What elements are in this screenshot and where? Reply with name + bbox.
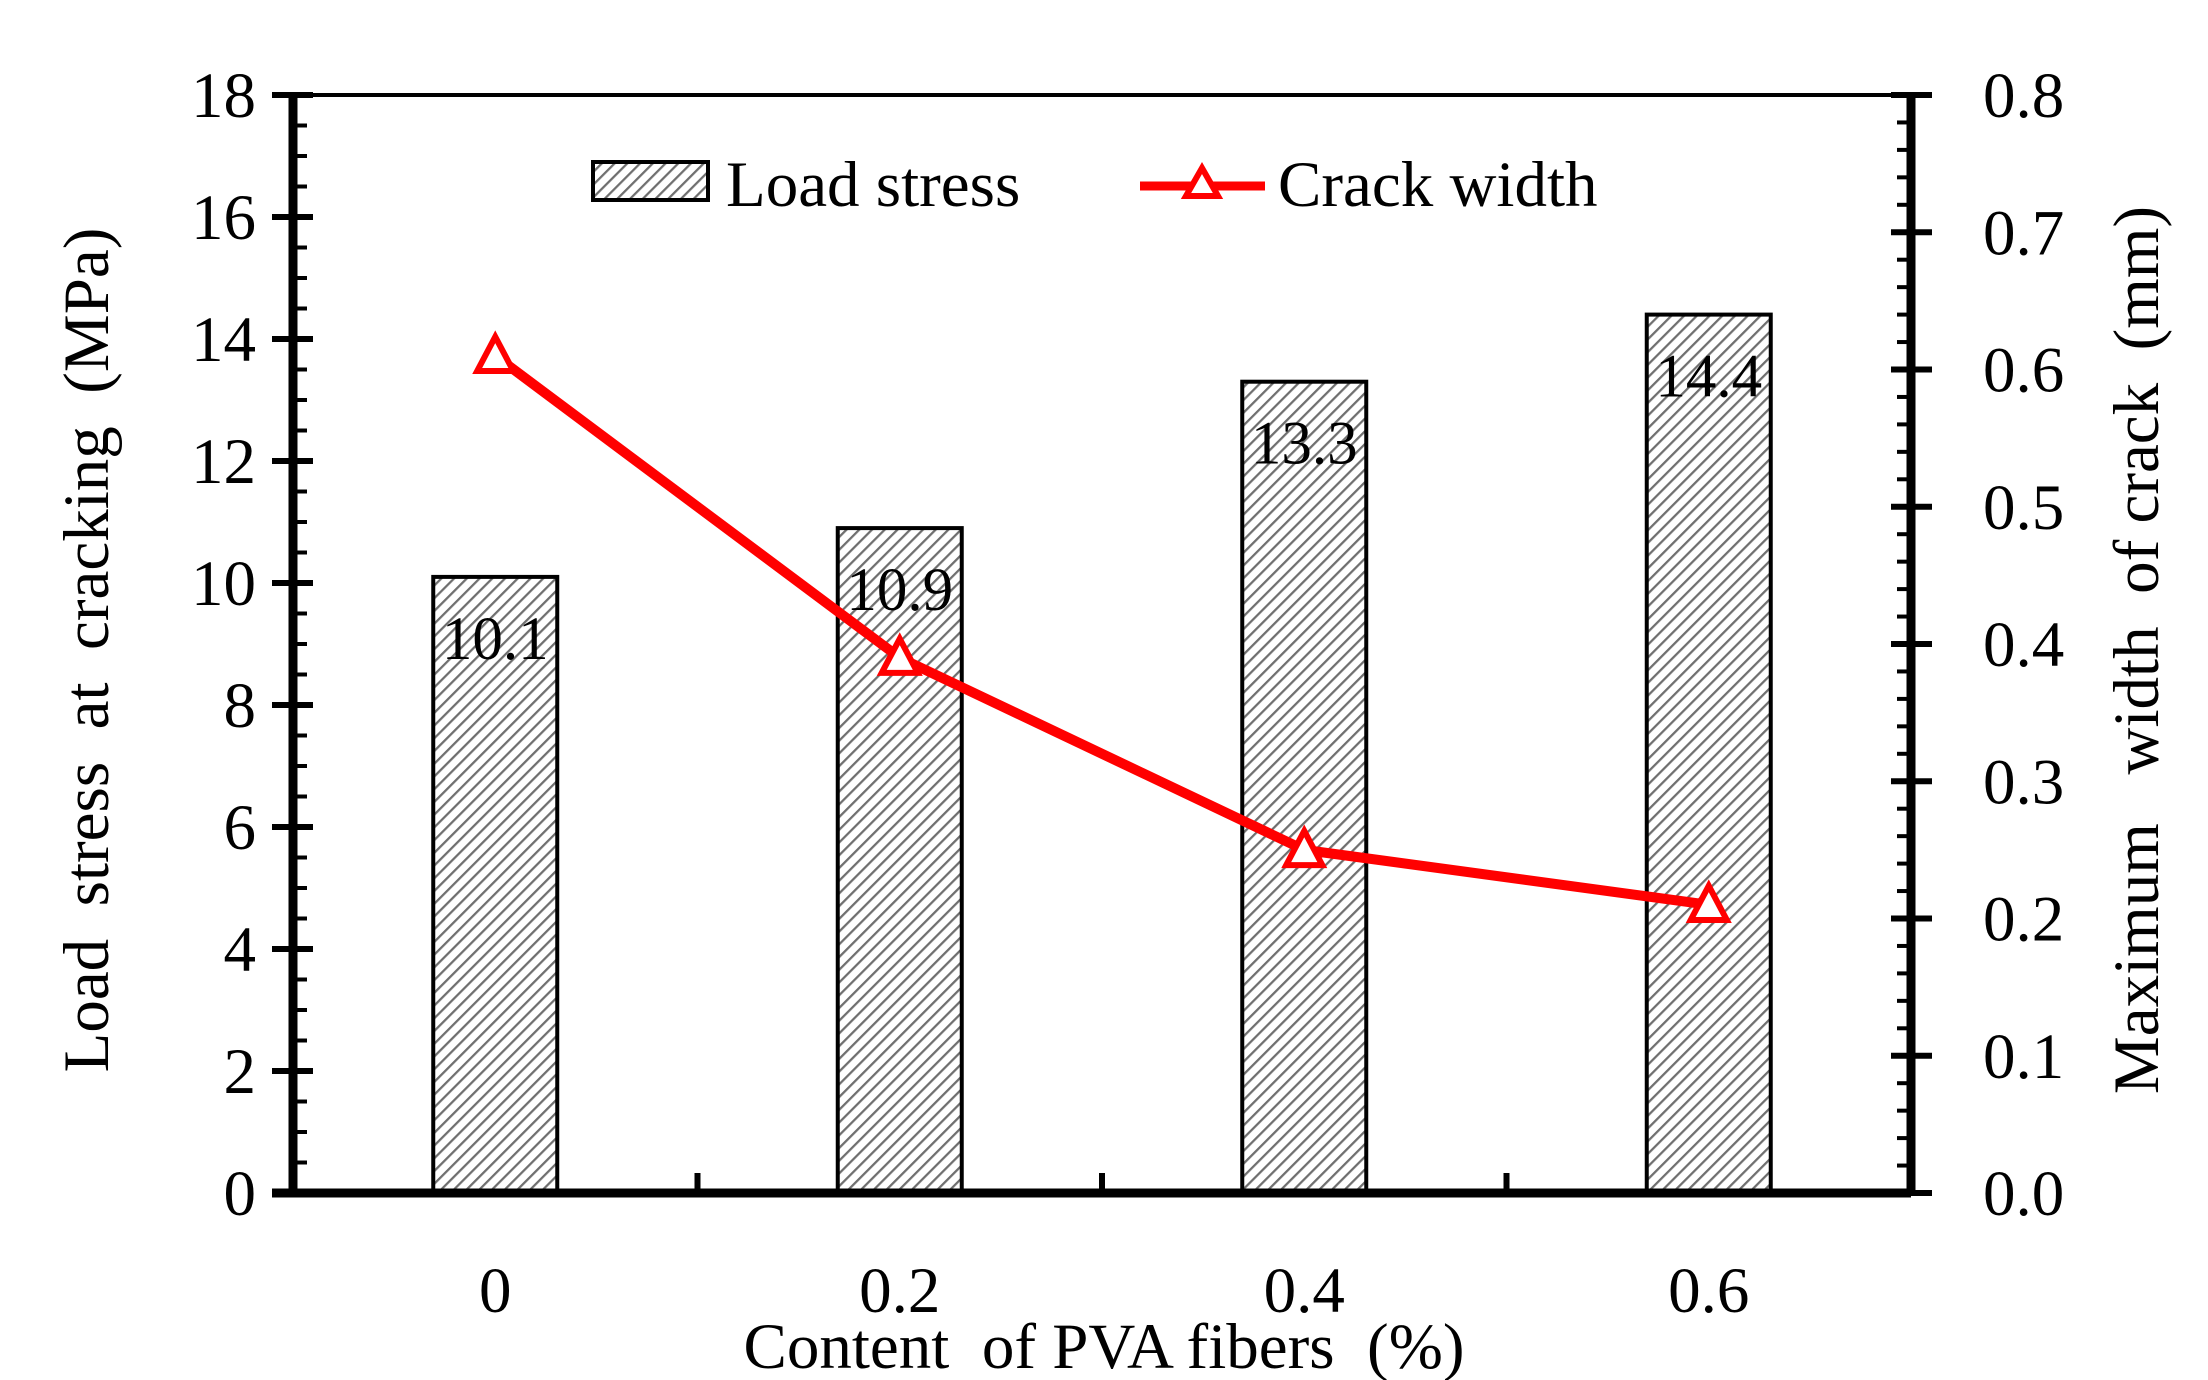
legend: Load stress Crack width [591, 149, 1598, 221]
crack-width-marker-0.2 [876, 632, 923, 676]
y-tick-label-right-0.5: 0.5 [1983, 472, 2064, 544]
bar-label-0.6: 14.4 [1655, 344, 1762, 411]
y-tick-label-left-10: 10 [191, 548, 256, 620]
y-tick-label-right-0.7: 0.7 [1983, 197, 2064, 269]
x-tick-label-0.4: 0.4 [1264, 1255, 1345, 1327]
y-tick-label-right-0.3: 0.3 [1983, 746, 2064, 818]
crack-width-marker-0.4 [1281, 824, 1328, 869]
y-tick-label-right-0.2: 0.2 [1983, 884, 2064, 956]
legend-swatch-load-stress [591, 160, 710, 202]
y-tick-label-right-0.1: 0.1 [1983, 1021, 2064, 1093]
y-axis-title-left: Load stress at cracking (MPa) [51, 228, 123, 1073]
bar-label-0.4: 13.3 [1251, 411, 1358, 478]
bar-label-0.2: 10.9 [846, 557, 953, 624]
legend-label-crack-width: Crack width [1278, 149, 1598, 221]
y-axis-title-right: Maximum width of crack (mm) [2101, 206, 2173, 1094]
y-tick-label-left-14: 14 [191, 304, 256, 376]
y-tick-label-left-8: 8 [224, 670, 257, 742]
crack-width-marker-0.6 [1685, 879, 1732, 923]
y-tick-label-left-12: 12 [191, 426, 256, 498]
y-tick-label-right-0.6: 0.6 [1983, 335, 2064, 407]
y-tick-label-right-0.4: 0.4 [1983, 609, 2064, 681]
bar-0.6 [1644, 312, 1773, 1196]
x-tick-label-0: 0 [479, 1255, 512, 1327]
line-series-crack-width [472, 330, 1732, 923]
y-tick-label-left-0: 0 [224, 1158, 257, 1230]
bar-series-load-stress [431, 312, 1773, 1196]
crack-width-line [492, 351, 1710, 910]
bar-0.4 [1240, 379, 1369, 1195]
y-tick-label-left-18: 18 [191, 60, 256, 132]
x-tick-label-0.2: 0.2 [859, 1255, 940, 1327]
x-tick-label-0.6: 0.6 [1668, 1255, 1749, 1327]
axes: 0 2 4 6 8 10 12 14 16 18 0.0 0.1 0.2 0.3 0.4 0.5 0.6 0.7 0… [191, 60, 2064, 1327]
legend-label-load-stress: Load stress [726, 149, 1020, 221]
x-axis-title: Content of PVA fibers (%) [744, 1311, 1465, 1380]
bar-data-labels: 10.1 10.9 13.3 14.4 [442, 344, 1762, 673]
crack-width-marker-0 [472, 330, 519, 374]
y-tick-label-left-2: 2 [224, 1036, 257, 1108]
y-tick-label-right-0.8: 0.8 [1983, 60, 2064, 132]
y-tick-label-left-6: 6 [224, 792, 257, 864]
y-tick-label-left-16: 16 [191, 182, 256, 254]
bar-label-0: 10.1 [442, 606, 549, 673]
legend-marker-crack-width [1180, 161, 1224, 199]
y-tick-label-right-0.0: 0.0 [1983, 1158, 2064, 1230]
y-tick-label-left-4: 4 [224, 914, 257, 986]
